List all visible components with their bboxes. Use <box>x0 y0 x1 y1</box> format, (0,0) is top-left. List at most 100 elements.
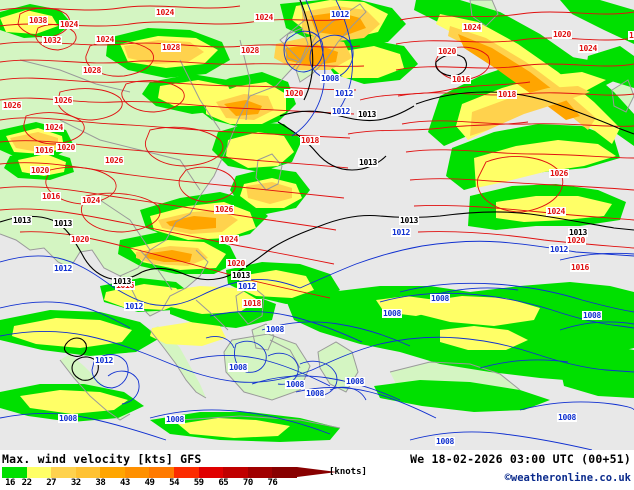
wind-yellow-indo3 <box>178 418 290 438</box>
legend-unit-label: [knots] <box>329 467 367 477</box>
isobar-label: 1022 <box>628 31 634 40</box>
isobar-label: 1008 <box>305 389 326 398</box>
isobar-label: 1026 <box>214 205 235 214</box>
chart-title: Max. wind velocity [kts] GFS <box>2 452 202 466</box>
isobar-label: 1008 <box>582 311 603 320</box>
legend-tick: 65 <box>218 478 229 488</box>
legend-color-segment <box>26 467 52 478</box>
isobar-label: 1008 <box>435 437 456 446</box>
legend-tick-labels: 16 22 27 32 38 43 49 54 59 65 70 76 <box>2 478 352 489</box>
wind-orange-philippine2-core <box>144 250 192 262</box>
legend-tick: 54 <box>169 478 179 488</box>
isobar-label: 1008 <box>265 325 286 334</box>
legend-color-segment <box>272 467 297 478</box>
isobar-label: 1012 <box>330 10 351 19</box>
isobar-label: 1018 <box>497 90 518 99</box>
isobar-label: 1013 <box>12 216 33 225</box>
isobar-label: 1013 <box>357 110 378 119</box>
legend-color-segment <box>198 467 224 478</box>
wind-yellow-pacific <box>418 296 540 326</box>
legend-color-segment <box>2 467 27 478</box>
map-footer: Max. wind velocity [kts] GFS We 18-02-20… <box>0 450 634 490</box>
isobar-label: 1008 <box>285 380 306 389</box>
wind-yellow-pacific2 <box>440 326 528 350</box>
land-asia <box>0 0 305 276</box>
isobar-label: 1018 <box>300 136 321 145</box>
legend-color-segment <box>174 467 199 478</box>
legend-tick: 49 <box>144 478 155 488</box>
isobar-label: 1013 <box>53 219 74 228</box>
isobar-label: 1020 <box>437 47 458 56</box>
isobar-label: 1008 <box>58 414 79 423</box>
isobar-label: 1016 <box>570 263 591 272</box>
isobar-label: 1020 <box>226 259 247 268</box>
isobar-label: 1012 <box>53 264 74 273</box>
isobar-label: 1024 <box>462 23 483 32</box>
isobar-label: 1032 <box>42 36 63 45</box>
isobar-label: 1013 <box>231 271 252 280</box>
isobar-label: 1038 <box>28 16 49 25</box>
isobar-label: 1012 <box>124 302 145 311</box>
isobar-label: 1024 <box>155 8 176 17</box>
legend-color-segment <box>149 467 175 478</box>
isobar-label: 1026 <box>549 169 570 178</box>
isobar-label: 1016 <box>41 192 62 201</box>
isobar-label: 1008 <box>228 363 249 372</box>
isobar-label: 1018 <box>242 299 263 308</box>
wind-orange-philippine-core <box>166 216 216 230</box>
copyright-notice[interactable]: ©weatheronline.co.uk <box>504 472 631 484</box>
wind-green-png <box>374 380 550 412</box>
legend-color-segment <box>124 467 150 478</box>
isobar-label: 1012 <box>331 107 352 116</box>
isobar-label: 1020 <box>552 30 573 39</box>
legend-color-segment <box>100 467 125 478</box>
isobar-label: 1024 <box>219 235 240 244</box>
legend-tick: 16 <box>5 478 15 488</box>
legend-color-segment <box>51 467 76 478</box>
isobar-label: 1008 <box>557 413 578 422</box>
legend-color-segment <box>75 467 101 478</box>
wind-yellow-indo2 <box>20 390 128 414</box>
isobar-label: 1008 <box>345 377 366 386</box>
wind-green-ne-top <box>560 0 634 44</box>
isobar-label: 1026 <box>53 96 74 105</box>
isobar-label: 1020 <box>284 89 305 98</box>
isobar-label: 1020 <box>30 166 51 175</box>
valid-time-stamp: We 18-02-2026 03:00 UTC (00+51) <box>410 452 631 466</box>
isobar-label: 1028 <box>240 46 261 55</box>
isobar-label: 1024 <box>81 196 102 205</box>
isobar-label: 1013 <box>399 216 420 225</box>
isobar-label: 1012 <box>237 282 258 291</box>
isobar-label: 1024 <box>44 123 65 132</box>
isobar-label: 1026 <box>2 101 23 110</box>
isobar-label: 1012 <box>94 356 115 365</box>
legend-colorbar <box>2 467 297 478</box>
wind-green-ne-top2 <box>586 46 634 88</box>
wind-yellow-indo5 <box>150 322 226 346</box>
isobar-label: 1024 <box>254 13 275 22</box>
legend-tick: 32 <box>70 478 81 488</box>
isobar-label: 1008 <box>320 74 341 83</box>
isobar-label: 1016 <box>34 146 55 155</box>
weather-map-canvas[interactable]: 1038 1024 1032 1024 1024 1028 1028 1026 1024 1020… <box>0 0 634 450</box>
legend-tick: 27 <box>46 478 57 488</box>
legend-arrow-tip <box>297 467 337 477</box>
isobar-label: 1012 <box>334 89 355 98</box>
legend-tick: 43 <box>119 478 130 488</box>
legend-tick: 38 <box>95 478 106 488</box>
wind-yellow-ne-jet3 <box>474 140 616 188</box>
isobar-label: 1024 <box>578 44 599 53</box>
isobar-label: 1013 <box>358 158 379 167</box>
wind-yellow-scs2 <box>238 270 314 298</box>
wind-yellow-scs <box>160 286 258 314</box>
isobar-label: 1024 <box>95 35 116 44</box>
isobar-label: 1012 <box>391 228 412 237</box>
wind-orange-japan-core <box>310 12 366 36</box>
legend-tick: 70 <box>242 478 253 488</box>
wind-orange-taiwan <box>246 182 292 204</box>
legend-color-segment <box>247 467 273 478</box>
legend-tick: 76 <box>267 478 278 488</box>
isobar-label: 1024 <box>546 207 567 216</box>
wind-speed-legend: 16 22 27 32 38 43 49 54 59 65 70 76 [knots] <box>2 467 367 489</box>
